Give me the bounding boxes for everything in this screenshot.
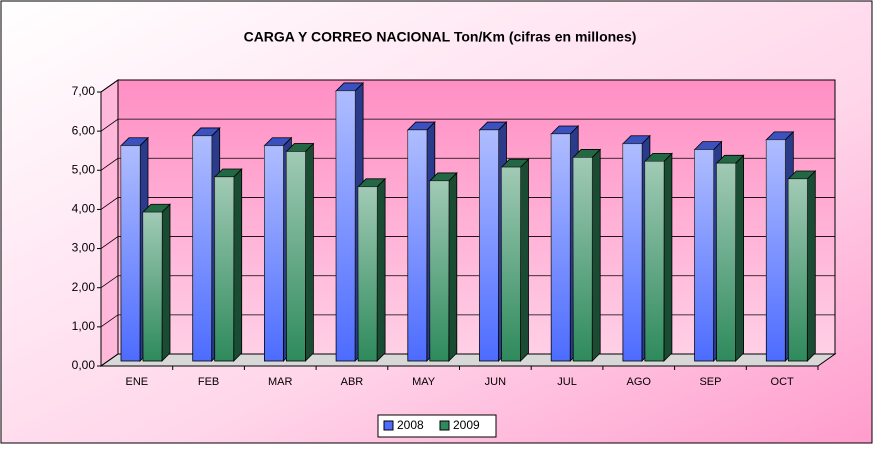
bar-shine: [143, 212, 162, 361]
y-tick-label: 5,00: [72, 162, 96, 176]
bar-shine: [622, 143, 642, 361]
y-tick-label: 6,00: [72, 123, 96, 137]
bar-shine: [407, 130, 427, 361]
bar-side: [304, 142, 314, 362]
bar-side: [233, 168, 243, 362]
bar-side: [806, 170, 816, 362]
x-tick-label: JUN: [485, 376, 506, 388]
bar-shine: [121, 145, 140, 361]
x-tick-label: MAR: [268, 376, 293, 388]
bar-side: [520, 158, 529, 362]
legend-label: 2009: [453, 418, 480, 432]
bar-shine: [573, 157, 593, 361]
legend-label: 2008: [397, 418, 424, 432]
bar-shine: [716, 163, 736, 361]
x-tick-label: FEB: [198, 376, 219, 388]
x-tick-label: ENE: [126, 376, 149, 388]
bar-side: [591, 148, 601, 362]
bar-shine: [694, 149, 714, 361]
bar-side: [448, 171, 458, 362]
bar-shine: [644, 161, 664, 361]
bar-shine: [501, 167, 521, 361]
bar-side: [161, 203, 171, 362]
x-tick-label: MAY: [412, 376, 436, 388]
x-tick-label: SEP: [699, 376, 721, 388]
bar-shine: [479, 130, 499, 361]
bar-shine: [192, 135, 212, 361]
legend-swatch: [439, 420, 450, 431]
bar-side: [663, 152, 673, 362]
bar-shine: [788, 178, 808, 361]
y-tick-label: 7,00: [72, 84, 96, 98]
x-tick-label: OCT: [771, 376, 795, 388]
bar-shine: [336, 90, 356, 362]
y-tick-label: 2,00: [72, 280, 96, 294]
x-tick-label: JUL: [557, 376, 577, 388]
side-wall: [100, 79, 119, 367]
grid-line: [100, 118, 835, 132]
bar-shine: [358, 186, 378, 361]
y-tick-label: 1,00: [72, 319, 96, 333]
bar-side: [735, 154, 744, 362]
y-tick-label: 4,00: [72, 202, 96, 216]
x-tick-label: AGO: [627, 376, 652, 388]
bar-shine: [766, 139, 786, 361]
y-tick-label: 3,00: [72, 241, 96, 255]
bar-shine: [264, 145, 284, 361]
grid-line: [100, 79, 835, 93]
bar-shine: [286, 151, 306, 361]
bar-shine: [214, 177, 234, 361]
bar-shine: [551, 133, 571, 361]
y-tick-label: 0,00: [72, 358, 96, 372]
x-tick-label: ABR: [341, 376, 364, 388]
legend-swatch: [383, 420, 394, 431]
bar-shine: [429, 180, 449, 361]
legend-box: [377, 414, 497, 438]
chart-title: CARGA Y CORREO NACIONAL Ton/Km (cifras e…: [244, 29, 637, 45]
bar-side: [376, 177, 386, 362]
